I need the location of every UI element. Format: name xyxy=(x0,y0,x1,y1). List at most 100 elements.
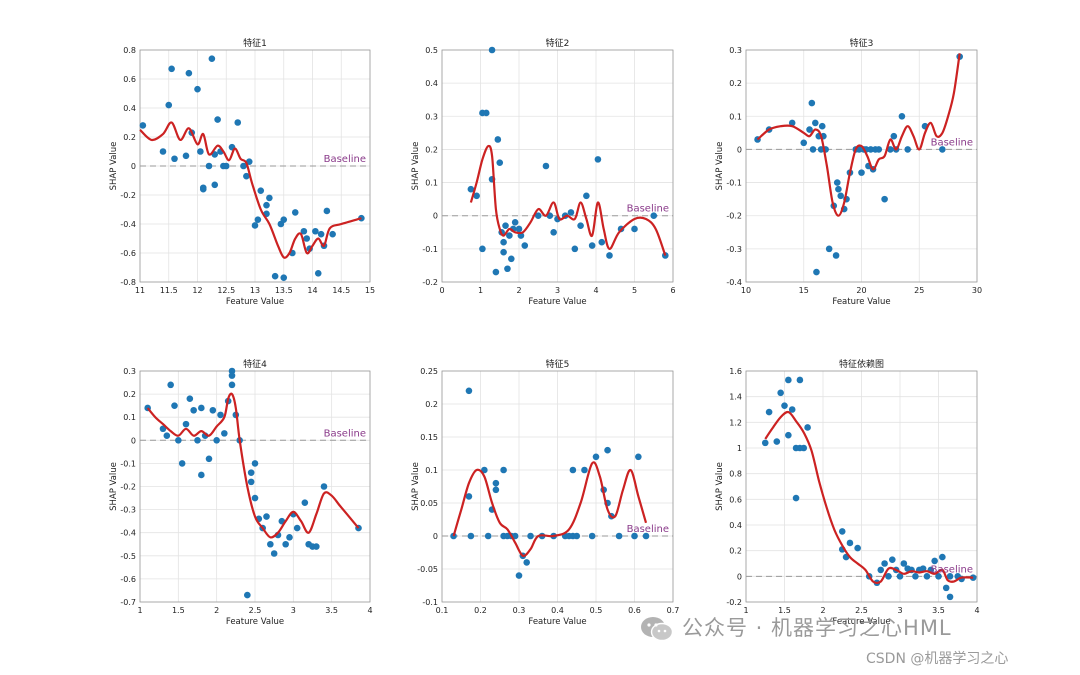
data-point xyxy=(875,146,883,153)
data-point xyxy=(812,119,819,127)
x-tick-label: 20 xyxy=(856,286,866,295)
watermark: 公众号 · 机器学习之心HML xyxy=(640,612,952,642)
data-point xyxy=(247,478,255,486)
data-point xyxy=(881,195,888,203)
data-point xyxy=(506,232,513,239)
y-tick-label: -0.2 xyxy=(120,191,136,200)
data-point xyxy=(240,162,247,170)
chart-title: 特征3 xyxy=(850,37,874,49)
data-point xyxy=(500,248,507,256)
data-point xyxy=(267,540,274,548)
data-point xyxy=(804,424,811,431)
data-point xyxy=(198,404,205,412)
y-tick-label: -0.6 xyxy=(120,249,136,258)
chart-panel-6: Baseline 1 1.5 2 2.5 3 3.5 4 -0.2 0 0.2 0.4 0.6 0.8 1 1… xyxy=(715,358,980,627)
data-point xyxy=(293,524,301,532)
data-point xyxy=(577,222,584,229)
data-point xyxy=(197,148,204,155)
y-tick-label: -0.5 xyxy=(120,552,136,561)
data-point xyxy=(291,209,299,216)
data-point xyxy=(159,148,167,155)
data-point xyxy=(923,573,931,580)
data-point xyxy=(800,139,808,147)
data-point xyxy=(573,532,581,540)
data-point xyxy=(492,479,500,487)
y-tick-label: 0 xyxy=(131,436,136,445)
data-point xyxy=(282,540,289,548)
data-point xyxy=(482,109,490,117)
data-point xyxy=(185,69,193,77)
data-point xyxy=(615,532,623,540)
data-point xyxy=(635,453,642,461)
y-tick-label: 0.6 xyxy=(123,75,136,84)
y-tick-label: 0.2 xyxy=(729,547,742,556)
data-point xyxy=(263,201,270,209)
y-tick-label: 0.05 xyxy=(420,499,438,508)
x-tick-label: 2 xyxy=(820,606,825,615)
data-point xyxy=(515,572,523,579)
data-point xyxy=(818,122,826,130)
baseline-label: Baseline xyxy=(627,524,669,535)
y-tick-label: -0.4 xyxy=(726,278,742,287)
data-point xyxy=(286,534,293,541)
x-tick-label: 0.6 xyxy=(628,606,641,615)
data-point xyxy=(199,185,207,193)
data-point xyxy=(323,207,331,215)
data-point xyxy=(881,560,888,567)
data-point xyxy=(809,146,817,153)
data-point xyxy=(492,268,500,276)
y-tick-label: 0.1 xyxy=(729,112,742,121)
y-tick-label: 0.2 xyxy=(425,400,438,409)
data-point xyxy=(931,557,938,565)
y-tick-label: 0.5 xyxy=(425,46,438,55)
data-point xyxy=(904,146,911,153)
data-point xyxy=(846,539,854,547)
data-point xyxy=(266,194,273,202)
data-point xyxy=(832,252,840,259)
y-tick-label: 1.4 xyxy=(729,393,742,402)
data-point xyxy=(898,112,906,120)
data-point xyxy=(581,466,588,474)
data-point xyxy=(588,532,596,540)
data-point xyxy=(785,431,792,439)
data-point xyxy=(606,252,613,259)
y-tick-label: 1 xyxy=(737,444,742,453)
data-point xyxy=(271,272,279,280)
y-tick-label: -0.4 xyxy=(120,220,136,229)
baseline-label: Baseline xyxy=(324,154,366,165)
y-tick-label: -0.7 xyxy=(120,598,136,607)
x-tick-label: 2.5 xyxy=(249,606,262,615)
data-point xyxy=(569,466,577,474)
x-tick-label: 12 xyxy=(192,286,202,295)
data-point xyxy=(163,432,171,439)
data-point xyxy=(511,219,519,226)
data-point xyxy=(500,466,507,474)
x-tick-label: 2.5 xyxy=(855,606,868,615)
data-point xyxy=(234,119,242,126)
data-point xyxy=(314,270,322,277)
x-tick-label: 1.5 xyxy=(172,606,185,615)
y-tick-label: -0.2 xyxy=(726,212,742,221)
x-tick-label: 1 xyxy=(137,606,142,615)
x-tick-label: 11 xyxy=(135,286,145,295)
wechat-icon xyxy=(641,617,674,642)
data-point xyxy=(583,192,590,200)
x-tick-label: 15 xyxy=(365,286,375,295)
y-axis-label: SHAP Value xyxy=(411,142,421,191)
data-point xyxy=(175,437,182,444)
grid xyxy=(745,49,978,283)
chart-title: 特征5 xyxy=(546,358,570,370)
data-point xyxy=(598,238,606,246)
plot-frame xyxy=(745,370,978,603)
x-tick-label: 3 xyxy=(291,606,296,615)
data-point xyxy=(521,242,529,249)
data-point xyxy=(631,225,638,233)
y-tick-label: -0.3 xyxy=(726,245,742,254)
data-point xyxy=(317,230,325,238)
x-tick-label: 4 xyxy=(593,286,598,295)
data-point xyxy=(300,227,308,235)
y-tick-label: 0.2 xyxy=(123,133,136,142)
x-tick-label: 3.5 xyxy=(932,606,945,615)
x-tick-label: 12.5 xyxy=(217,286,235,295)
data-point xyxy=(631,532,638,540)
